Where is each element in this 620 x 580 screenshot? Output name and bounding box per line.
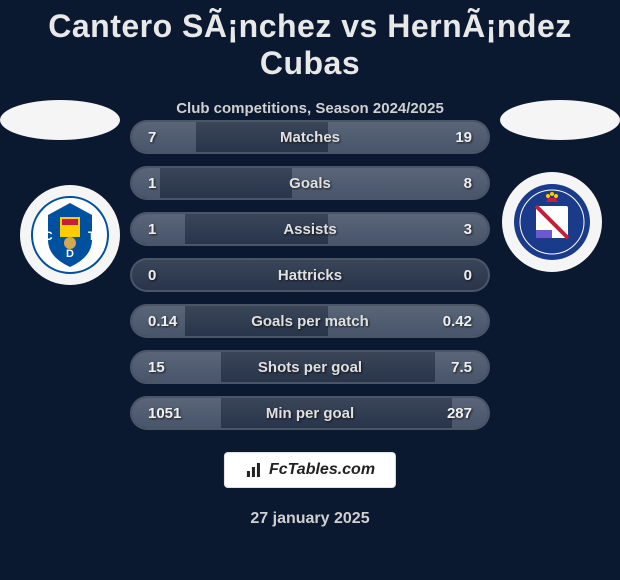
stat-value-right: 8 [464, 175, 472, 192]
stat-row: 1 Goals 8 [130, 166, 490, 200]
stat-label: Shots per goal [258, 359, 362, 376]
club-badge-left: C T D [20, 185, 120, 285]
svg-text:C: C [44, 229, 53, 243]
stat-label: Assists [283, 221, 336, 238]
stat-value-left: 1 [148, 175, 156, 192]
stat-value-right: 0 [464, 267, 472, 284]
stat-value-left: 1 [148, 221, 156, 238]
chart-icon [245, 461, 263, 479]
svg-text:D: D [66, 248, 74, 260]
stat-row: 0.14 Goals per match 0.42 [130, 304, 490, 338]
club-crest-left-icon: C T D [30, 195, 110, 275]
stat-row: 1 Assists 3 [130, 212, 490, 246]
stat-value-left: 7 [148, 129, 156, 146]
stat-fill-left [132, 122, 196, 152]
stat-fill-left [132, 352, 221, 382]
stat-value-right: 0.42 [443, 313, 472, 330]
stat-label: Goals [289, 175, 331, 192]
stat-label: Goals per match [251, 313, 369, 330]
svg-text:T: T [88, 229, 96, 243]
stat-fill-left [132, 214, 185, 244]
oval-decoration-right [500, 100, 620, 140]
stat-row: 15 Shots per goal 7.5 [130, 350, 490, 384]
stat-label: Matches [280, 129, 340, 146]
stat-value-left: 0.14 [148, 313, 177, 330]
stats-container: 7 Matches 19 1 Goals 8 1 Assists 3 0 Hattricks 0 0.1… [130, 120, 490, 442]
stat-label: Min per goal [266, 405, 354, 422]
club-badge-right [502, 172, 602, 272]
oval-decoration-left [0, 100, 120, 140]
club-crest-right-icon [512, 182, 592, 262]
stat-value-right: 287 [447, 405, 472, 422]
stat-value-right: 3 [464, 221, 472, 238]
stat-value-right: 19 [455, 129, 472, 146]
stat-value-right: 7.5 [451, 359, 472, 376]
stat-value-left: 15 [148, 359, 165, 376]
stat-value-left: 1051 [148, 405, 181, 422]
stat-row: 1051 Min per goal 287 [130, 396, 490, 430]
stat-row: 0 Hattricks 0 [130, 258, 490, 292]
page-title: Cantero SÃ¡nchez vs HernÃ¡ndez Cubas [0, 0, 620, 82]
stat-row: 7 Matches 19 [130, 120, 490, 154]
watermark-text: FcTables.com [269, 461, 375, 479]
stat-value-left: 0 [148, 267, 156, 284]
stat-label: Hattricks [278, 267, 342, 284]
watermark-badge: FcTables.com [224, 452, 396, 488]
date-label: 27 january 2025 [250, 510, 369, 528]
